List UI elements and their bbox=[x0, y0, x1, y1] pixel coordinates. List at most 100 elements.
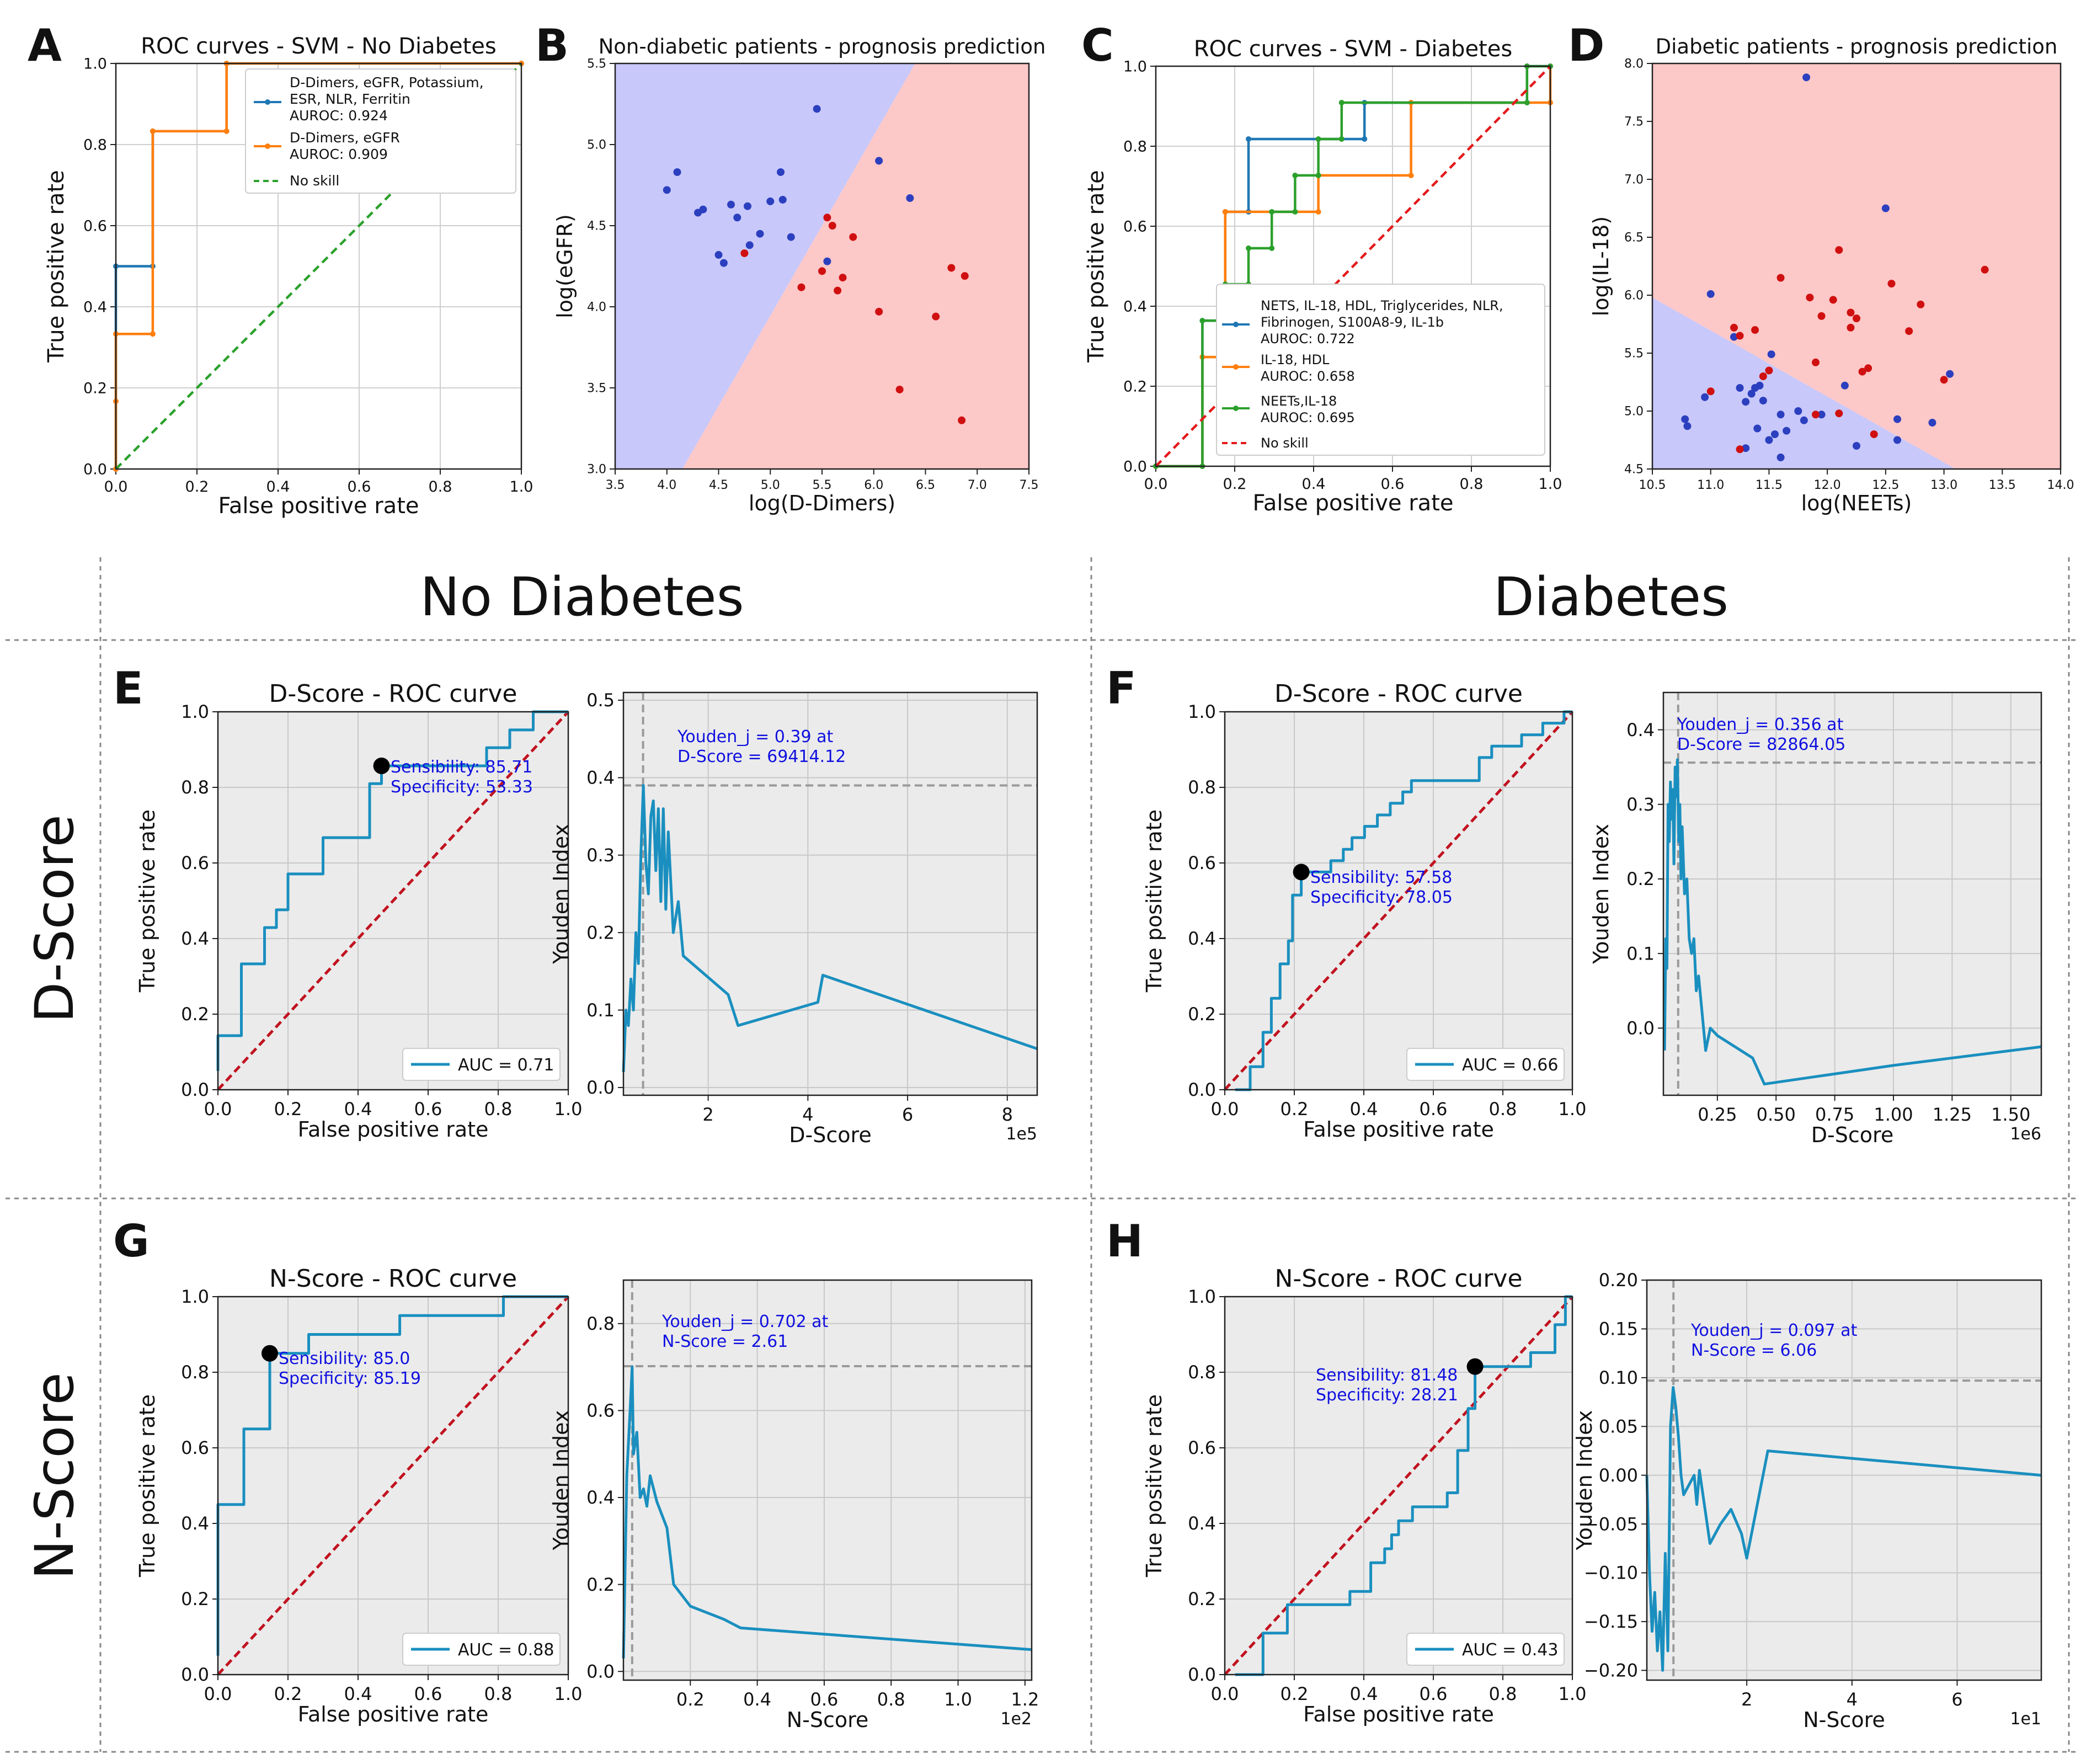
scatter-point-blue bbox=[719, 259, 728, 267]
scatter-point-blue bbox=[766, 197, 775, 205]
panel-letter-f: F bbox=[1106, 663, 1137, 714]
plot-border bbox=[1224, 1296, 1573, 1676]
plot-border bbox=[1662, 691, 2042, 1096]
scatter-point-blue bbox=[1853, 442, 1860, 450]
chart-g-roc: 0.0 0.2 0.4 0.6 0.8 1.0 0.0 0.2 0.4 0.6 0.8 1.0 Sens… bbox=[135, 1265, 582, 1726]
legend-label: D-Dimers, eGFR bbox=[290, 130, 400, 146]
scatter-point-red bbox=[1817, 312, 1826, 320]
x-tick-label: 12.5 bbox=[1872, 478, 1899, 492]
legend-auc: AUROC: 0.722 bbox=[1261, 331, 1355, 347]
region-red bbox=[682, 63, 1029, 469]
diagonal-line bbox=[217, 711, 569, 1091]
scatter-point-red bbox=[958, 416, 966, 424]
y-tick-label: 0.3 bbox=[586, 845, 615, 866]
scatter-point-red bbox=[1812, 358, 1820, 366]
region-red bbox=[1652, 63, 2061, 469]
legend-box bbox=[245, 68, 516, 194]
scatter-point-red bbox=[1847, 308, 1855, 317]
specificity-label: Specificity: 85.19 bbox=[279, 1369, 421, 1388]
x-tick-label: 1.0 bbox=[554, 1099, 583, 1120]
scatter-point-red bbox=[1940, 376, 1948, 384]
scatter-point-red bbox=[875, 307, 883, 316]
x-axis-label: False positive rate bbox=[298, 1702, 489, 1726]
x-tick-label: 0.2 bbox=[1281, 1099, 1309, 1120]
scatter-point-blue bbox=[1742, 398, 1750, 406]
y-tick-label: 3.0 bbox=[587, 463, 606, 477]
y-tick-label: 4.5 bbox=[1624, 463, 1644, 477]
y-axis-label: True positive rate bbox=[135, 1394, 159, 1578]
chart-h-roc: 0.0 0.2 0.4 0.6 0.8 1.0 0.0 0.2 0.4 0.6 0.8 1.0 Sens… bbox=[1142, 1265, 1586, 1726]
x-tick-label: 11.0 bbox=[1697, 478, 1724, 492]
x-tick-label: 1.25 bbox=[1933, 1104, 1972, 1125]
y-tick-label: 0.4 bbox=[586, 1487, 615, 1508]
legend-box bbox=[1406, 1633, 1565, 1666]
scatter-point-red bbox=[1706, 387, 1715, 396]
sensibility-label: Sensibility: 85.0 bbox=[279, 1349, 410, 1368]
y-tick-label: 1.0 bbox=[1188, 1286, 1216, 1307]
x-axis-label: log(D-Dimers) bbox=[749, 491, 895, 515]
plot-border bbox=[1646, 1279, 2042, 1681]
scatter-point-blue bbox=[1817, 411, 1826, 419]
scatter-point-blue bbox=[1802, 73, 1811, 82]
sensibility-label: Sensibility: 81.48 bbox=[1316, 1366, 1458, 1385]
y-tick-label: 5.0 bbox=[1624, 405, 1644, 419]
y-tick-label: 0.2 bbox=[181, 1589, 209, 1610]
scatter-point-blue bbox=[787, 233, 795, 241]
plot-border bbox=[1224, 711, 1573, 1091]
x-tick-label: 0.75 bbox=[1815, 1104, 1854, 1125]
scatter-point-red bbox=[1759, 372, 1767, 380]
diagonal-line bbox=[1224, 1296, 1573, 1676]
scatter-point-red bbox=[1736, 332, 1744, 340]
roc-point bbox=[1199, 318, 1205, 324]
chart-f-youden: 0.25 0.50 0.75 1.00 1.25 1.50 0.0 0.1 0.2 0.3 0.4 Y… bbox=[1589, 691, 2042, 1147]
region-blue bbox=[615, 63, 915, 469]
plot-area bbox=[1647, 1280, 2041, 1680]
y-tick-label: 0.8 bbox=[1123, 138, 1147, 155]
x-tick-label: 0.6 bbox=[810, 1689, 838, 1710]
scatter-point-red bbox=[1853, 315, 1860, 322]
x-tick-label: 1.0 bbox=[1559, 1099, 1587, 1120]
legend-label-line: Fibrinogen, S100A8-9, IL-1b bbox=[1261, 315, 1444, 330]
y-axis-label: Youden Index bbox=[549, 824, 573, 964]
youden-line bbox=[622, 784, 1038, 1073]
chart-d: 10.5 11.0 11.5 12.0 12.5 13.0 13.5 14.0 4.5 5.0 5.… bbox=[1589, 35, 2074, 515]
y-tick-label: 0.4 bbox=[1626, 720, 1655, 740]
sensibility-label: Sensibility: 57.58 bbox=[1310, 868, 1452, 887]
y-tick-label: 0.8 bbox=[586, 1313, 615, 1334]
y-tick-label: 0.0 bbox=[181, 1079, 209, 1100]
y-tick-label: 7.0 bbox=[1624, 173, 1644, 187]
roc-line bbox=[1235, 1295, 1572, 1676]
y-axis-label: log(eGFR) bbox=[553, 214, 577, 318]
scatter-point-blue bbox=[673, 168, 681, 176]
scatter-point-red bbox=[1917, 300, 1925, 308]
y-tick-label: 3.5 bbox=[587, 382, 606, 396]
scatter-point-blue bbox=[733, 214, 741, 222]
scatter-point-blue bbox=[1730, 333, 1738, 341]
legend-label: NEETs,IL-18 bbox=[1261, 393, 1337, 409]
y-tick-label: 0.4 bbox=[1123, 298, 1147, 315]
axis-exponent: 1e1 bbox=[2010, 1709, 2041, 1729]
x-axis-label: False positive rate bbox=[1303, 1117, 1494, 1142]
x-tick-label: 0.4 bbox=[266, 478, 290, 495]
y-tick-label: 0.8 bbox=[181, 1362, 209, 1383]
scatter-point-blue bbox=[1765, 436, 1773, 444]
diagonal-line bbox=[217, 1296, 569, 1676]
x-tick-label: 1.0 bbox=[1539, 476, 1562, 493]
x-tick-label: 0.2 bbox=[274, 1099, 302, 1120]
scatter-point-red bbox=[1864, 364, 1872, 372]
x-tick-label: 13.0 bbox=[1930, 478, 1957, 492]
scatter-point-red bbox=[1776, 274, 1785, 282]
panel-letter-e: E bbox=[113, 663, 143, 714]
scatter-point-red bbox=[1858, 367, 1866, 376]
scatter-point-blue bbox=[756, 230, 764, 238]
x-tick-label: 0.8 bbox=[484, 1099, 513, 1120]
roc-point bbox=[1315, 136, 1321, 142]
scatter-point-red bbox=[947, 264, 956, 272]
y-tick-label: 0.0 bbox=[1188, 1664, 1216, 1685]
youden-annotation: D-Score = 69414.12 bbox=[677, 747, 846, 766]
panel-letter-d: D bbox=[1568, 20, 1604, 71]
legend-label-line: NETS, IL-18, HDL, Triglycerides, NLR, bbox=[1261, 298, 1503, 313]
y-tick-label: 0.8 bbox=[1188, 777, 1216, 798]
y-axis-label: True positive rate bbox=[135, 809, 159, 993]
scatter-point-blue bbox=[714, 251, 723, 259]
